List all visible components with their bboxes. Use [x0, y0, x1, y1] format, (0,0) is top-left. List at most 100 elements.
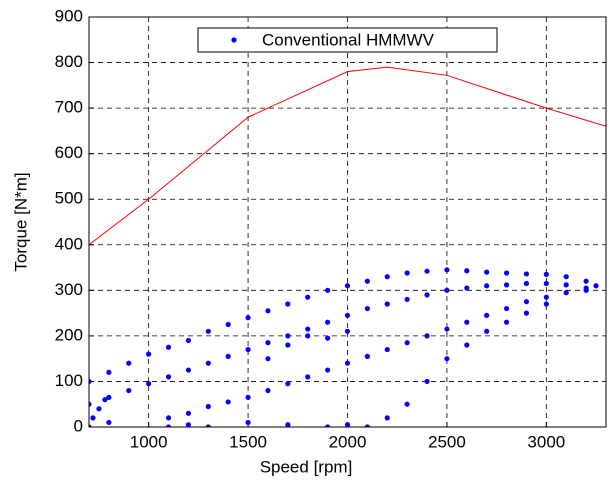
scatter-point	[205, 328, 211, 334]
scatter-point	[325, 367, 331, 373]
scatter-point	[424, 292, 430, 298]
scatter-point	[583, 287, 589, 293]
scatter-point	[106, 419, 112, 426]
scatter-point	[424, 333, 430, 339]
y-tick-label: 700	[55, 98, 83, 117]
scatter-point	[484, 312, 490, 318]
scatter-point	[563, 274, 569, 280]
scatter-point	[225, 321, 231, 328]
scatter-point	[265, 340, 271, 346]
scatter-point	[245, 394, 251, 400]
scatter-point	[404, 270, 410, 276]
x-tick-label: 2000	[329, 432, 367, 451]
scatter-point	[245, 346, 251, 353]
scatter-point	[364, 278, 370, 284]
plot-area	[89, 17, 606, 427]
scatter-point	[503, 319, 510, 325]
scatter-point	[364, 353, 370, 359]
scatter-point	[89, 401, 92, 407]
scatter-point	[165, 344, 172, 350]
scatter-point	[563, 282, 569, 288]
scatter-point	[523, 271, 530, 277]
scatter-point	[464, 268, 470, 274]
scatter-point	[464, 285, 470, 291]
scatter-point	[543, 271, 549, 277]
scatter-point	[344, 422, 351, 427]
scatter-point	[444, 287, 450, 293]
scatter-point	[464, 319, 470, 325]
scatter-point	[484, 283, 490, 289]
scatter-point	[364, 424, 370, 427]
legend-marker	[231, 37, 237, 43]
scatter-point	[325, 319, 331, 325]
y-tick-label: 300	[55, 280, 83, 299]
x-tick-label: 1500	[229, 432, 267, 451]
scatter-point	[325, 287, 331, 293]
scatter-point	[305, 374, 311, 380]
plot-marks	[89, 66, 606, 427]
scatter-point	[126, 360, 132, 366]
scatter-point	[165, 415, 172, 421]
line-series	[89, 66, 606, 246]
scatter-point	[503, 305, 510, 312]
scatter-point	[583, 278, 589, 284]
legend-label: Conventional HMMWV	[262, 30, 435, 49]
scatter-point	[543, 301, 549, 307]
y-tick-label: 0	[74, 416, 83, 435]
scatter-point	[484, 328, 490, 334]
scatter-point	[185, 337, 192, 344]
x-tick-label: 1000	[130, 432, 168, 451]
scatter-point	[96, 406, 102, 412]
scatter-point	[344, 328, 351, 334]
scatter-point	[285, 301, 291, 307]
scatter-point	[146, 381, 152, 387]
x-tick-label: 3000	[527, 432, 565, 451]
scatter-point	[185, 367, 192, 373]
scatter-point	[444, 356, 450, 362]
y-tick-label: 500	[55, 189, 83, 208]
scatter-point	[444, 326, 450, 332]
scatter-point	[225, 353, 231, 359]
scatter-point	[384, 301, 390, 307]
scatter-point	[464, 342, 470, 348]
scatter-point	[444, 267, 450, 273]
scatter-point	[205, 424, 211, 427]
scatter-point	[364, 305, 370, 312]
scatter-point	[305, 333, 311, 339]
y-tick-label: 400	[55, 234, 83, 253]
scatter-point	[325, 424, 331, 427]
scatter-point	[185, 422, 192, 427]
y-tick-label: 900	[55, 6, 83, 25]
scatter-point	[165, 374, 172, 380]
x-axis-label: Speed [rpm]	[260, 457, 353, 476]
scatter-point	[523, 280, 530, 287]
y-tick-label: 200	[55, 325, 83, 344]
scatter-point	[106, 394, 112, 400]
scatter-point	[344, 283, 351, 289]
scatter-point	[543, 294, 549, 300]
scatter-point	[563, 290, 569, 296]
x-tick-label: 2500	[428, 432, 466, 451]
scatter-point	[344, 360, 351, 366]
scatter-point	[523, 310, 530, 316]
y-tick-label: 800	[55, 52, 83, 71]
scatter-point	[523, 299, 530, 305]
scatter-point	[285, 342, 291, 348]
scatter-point	[305, 326, 311, 332]
scatter-point	[503, 282, 510, 288]
scatter-point	[102, 397, 108, 403]
scatter-point	[384, 274, 390, 280]
scatter-point	[404, 296, 410, 303]
scatter-point	[265, 387, 271, 394]
scatter-point	[285, 333, 291, 339]
scatter-point	[325, 335, 331, 341]
scatter-point	[185, 410, 192, 416]
scatter-point	[165, 424, 172, 427]
scatter-point	[484, 269, 490, 275]
scatter-point	[404, 401, 410, 407]
scatter-point	[90, 415, 96, 421]
scatter-point	[543, 280, 549, 287]
scatter-point	[285, 422, 291, 427]
